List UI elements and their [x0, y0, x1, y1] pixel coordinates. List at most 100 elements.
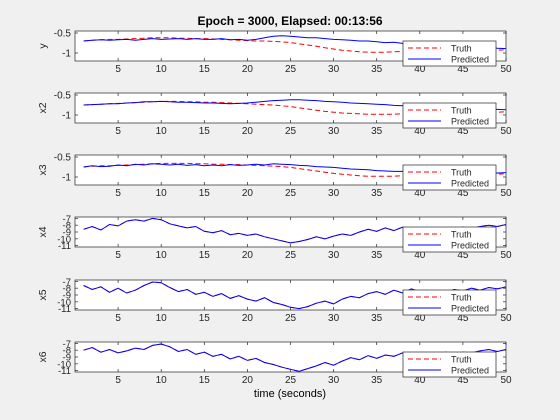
y-tick-label: -9 [63, 291, 71, 302]
x-tick-label: 20 [242, 64, 254, 75]
x-tick-label: 25 [285, 313, 297, 324]
y-axis-label: x3 [37, 164, 49, 175]
x-tick-label: 45 [457, 126, 469, 137]
legend-label-predicted: Predicted [451, 366, 489, 376]
subplot-x3: 5 10 15 20 25 30 35 40 45 50 -0.5 -1 x3 TruthPredicte… [37, 153, 512, 200]
x-tick-label: 10 [156, 188, 168, 199]
y-tick-label: -7 [63, 214, 71, 225]
x-tick-label: 5 [115, 64, 121, 75]
subplot-stack: 5 10 15 20 25 30 35 40 45 50-0.5-1y TruthPredicted… [37, 29, 512, 387]
legend-label-truth: Truth [451, 44, 472, 54]
y-tick-label: -1 [62, 111, 71, 122]
x-tick-label: 25 [285, 126, 297, 137]
x-tick-label: 45 [457, 375, 469, 386]
x-tick-label: 35 [371, 375, 383, 386]
x-tick-label: 35 [371, 313, 383, 324]
x-tick-label: 35 [371, 250, 383, 261]
legend-box [402, 351, 497, 378]
x-tick-label: 15 [199, 375, 211, 386]
y-axis-label: x5 [37, 289, 49, 300]
x-tick-label: 45 [457, 188, 469, 199]
legend-label-truth: Truth [451, 168, 472, 178]
y-tick-label: -7 [63, 277, 71, 288]
legend-label-predicted: Predicted [451, 55, 489, 65]
x-tick-label: 25 [285, 250, 297, 261]
x-tick-label: 10 [156, 375, 168, 386]
y-tick-label: -11 [58, 366, 71, 377]
legend-label-truth: Truth [451, 106, 472, 116]
x-tick-label: 10 [156, 126, 168, 137]
x-tick-label: 35 [371, 188, 383, 199]
x-tick-label: 5 [115, 188, 121, 199]
x-tick-label: 15 [199, 126, 211, 137]
x-tick-label: 5 [115, 313, 121, 324]
legend-box [402, 102, 497, 129]
x-tick-label: 20 [242, 188, 254, 199]
x-tick-label: 40 [414, 313, 426, 324]
x-tick-label: 20 [242, 313, 254, 324]
x-tick-label: 20 [242, 375, 254, 386]
y-tick-label: -11 [58, 241, 71, 252]
y-axis-label: x4 [37, 226, 49, 237]
x-tick-label: 5 [115, 126, 121, 137]
y-axis-label: y [37, 43, 49, 49]
legend-box [402, 226, 497, 253]
subplot-x2: 5 10 15 20 25 30 35 40 45 50 -0.5 -1 x2 TruthPredicte… [37, 91, 512, 138]
x-tick-label: 45 [457, 250, 469, 261]
x-tick-label: 50 [500, 375, 512, 386]
x-tick-label: 50 [500, 188, 512, 199]
x-axis-label: time (seconds) [254, 388, 326, 400]
y-tick-label: -0.5 [54, 91, 72, 102]
x-tick-label: 25 [285, 375, 297, 386]
y-tick-label: -10 [57, 234, 71, 245]
x-tick-label: 5 [115, 375, 121, 386]
x-tick-label: 40 [414, 375, 426, 386]
legend-label-truth: Truth [451, 230, 472, 240]
legend-label-truth: Truth [451, 293, 472, 303]
x-tick-label: 40 [414, 64, 426, 75]
x-tick-label: 25 [285, 188, 297, 199]
figure-title: Epoch = 3000, Elapsed: 00:13:56 [197, 14, 382, 28]
x-tick-label: 40 [414, 126, 426, 137]
x-tick-label: 50 [500, 64, 512, 75]
y-tick-label: -10 [57, 359, 71, 370]
y-tick-label: -8 [63, 221, 71, 232]
x-tick-label: 40 [414, 188, 426, 199]
legend-label-predicted: Predicted [451, 117, 489, 127]
x-tick-label: 15 [199, 64, 211, 75]
x-tick-label: 30 [328, 64, 340, 75]
x-tick-label: 30 [328, 250, 340, 261]
y-tick-label: -9 [63, 228, 71, 239]
x-tick-label: 10 [156, 250, 168, 261]
x-tick-label: 30 [328, 375, 340, 386]
subplot-x4: 5 10 15 20 25 30 35 40 45 50 -7-8-9-10-11 x4 TruthPr… [37, 214, 512, 261]
legend-label-predicted: Predicted [451, 304, 489, 314]
y-tick-label: -10 [57, 297, 71, 308]
x-tick-label: 20 [242, 250, 254, 261]
x-tick-label: 30 [328, 126, 340, 137]
x-tick-label: 35 [371, 64, 383, 75]
x-tick-label: 50 [500, 126, 512, 137]
y-tick-label: -0.5 [54, 153, 72, 164]
legend-label-truth: Truth [451, 355, 472, 365]
legend-box [402, 289, 497, 316]
legend-label-predicted: Predicted [451, 241, 489, 251]
x-tick-label: 50 [500, 313, 512, 324]
x-tick-label: 15 [199, 313, 211, 324]
subplot-x6: 5 10 15 20 25 30 35 40 45 50 -7-8-9-10-11 x6 TruthPr… [37, 339, 512, 386]
y-tick-label: -9 [63, 353, 71, 364]
y-axis-label: x2 [37, 102, 49, 113]
y-tick-label: -11 [58, 304, 71, 315]
y-tick-label: -1 [62, 49, 71, 60]
x-tick-label: 15 [199, 250, 211, 261]
x-tick-label: 45 [457, 64, 469, 75]
x-tick-label: 5 [115, 250, 121, 261]
x-tick-label: 30 [328, 188, 340, 199]
x-tick-label: 45 [457, 313, 469, 324]
